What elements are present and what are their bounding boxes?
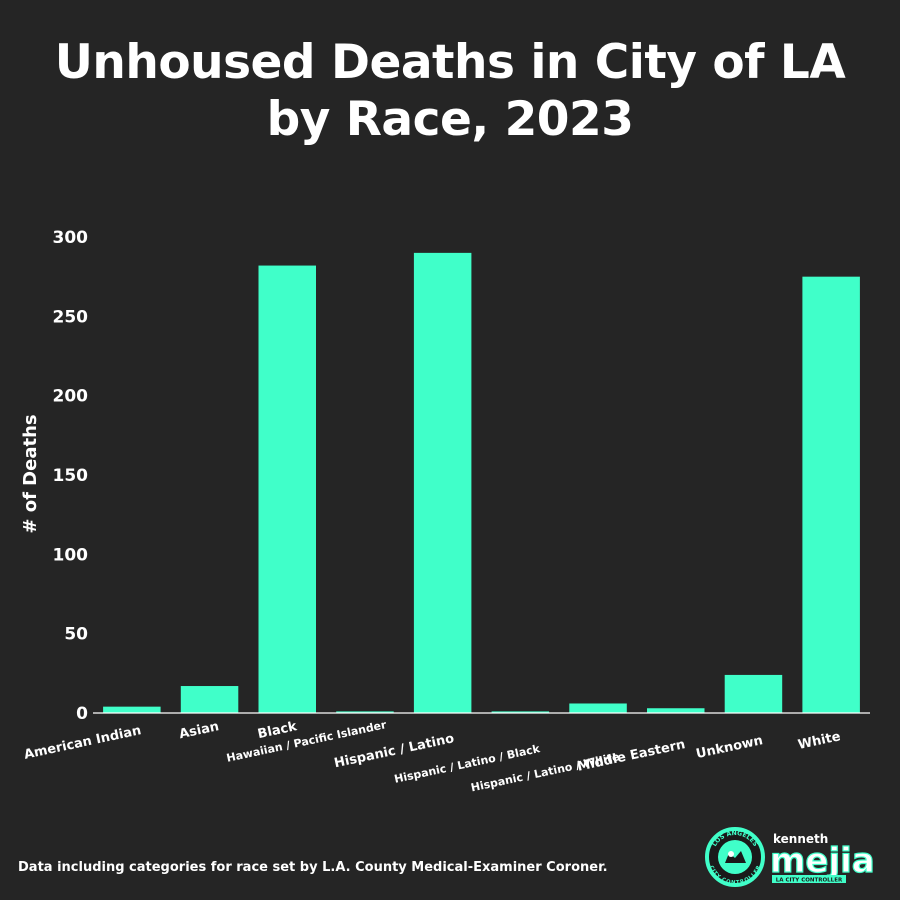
footnote: Data including categories for race set b…	[18, 860, 608, 875]
logo-name-small: kenneth	[773, 832, 828, 846]
y-axis-ticks: 0 50 100 150 200 250 300	[53, 228, 89, 724]
bars	[103, 252, 860, 713]
y-tick-label: 0	[76, 704, 88, 724]
logo-tagline: LA CITY CONTROLLER	[776, 878, 843, 884]
logo-name-big: mejia	[770, 841, 875, 881]
bar	[180, 686, 239, 713]
bar	[336, 711, 394, 713]
controller-logo: LOS ANGELES CITY CONTROLLER kenneth meji…	[705, 827, 875, 887]
y-tick-label: 150	[53, 466, 89, 486]
y-tick-label: 200	[53, 387, 89, 407]
y-tick-label: 50	[64, 625, 88, 645]
bar	[413, 252, 472, 713]
bar-chart: 0 50 100 150 200 250 300 # of Deaths American …	[20, 228, 870, 794]
bar	[647, 708, 705, 713]
bar	[569, 703, 627, 713]
chart-title: Unhoused Deaths in City of LA by Race, 2…	[0, 34, 900, 148]
bar	[491, 711, 550, 713]
bar	[103, 706, 161, 713]
y-tick-label: 300	[53, 228, 89, 248]
x-tick-label: Asian	[178, 719, 221, 742]
chart-title-line-1: Unhoused Deaths in City of LA	[54, 35, 846, 90]
x-tick-label: Middle Eastern	[576, 737, 687, 775]
chart-title-line-2: by Race, 2023	[266, 92, 634, 147]
bar	[724, 674, 783, 713]
bar	[802, 276, 860, 713]
bar	[258, 265, 316, 713]
y-axis-label: # of Deaths	[20, 414, 41, 533]
y-tick-label: 100	[53, 545, 89, 565]
x-tick-label: White	[797, 729, 842, 753]
x-tick-label: Unknown	[695, 733, 765, 762]
x-tick-label: American Indian	[23, 723, 143, 763]
y-tick-label: 250	[53, 307, 89, 327]
seal-icon: LOS ANGELES CITY CONTROLLER	[705, 827, 765, 887]
